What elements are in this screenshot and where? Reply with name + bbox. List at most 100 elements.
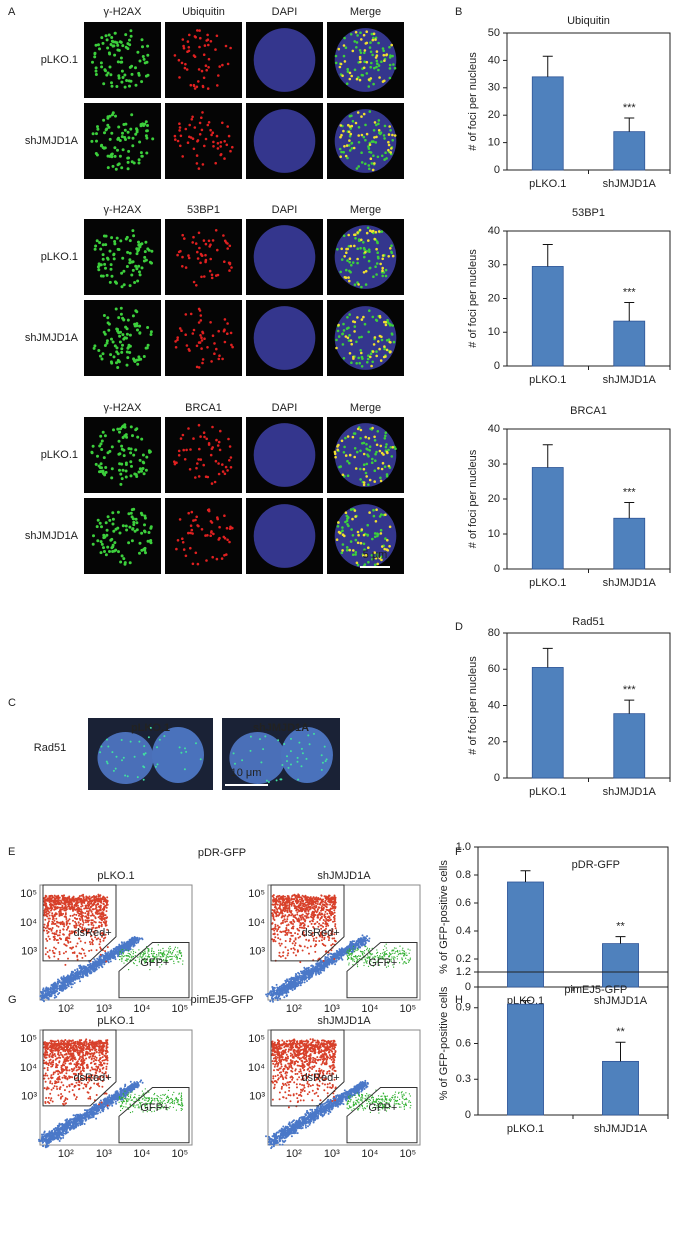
- gate: [118, 942, 190, 999]
- green-events: [118, 944, 184, 971]
- flow-x-tick: 10⁴: [133, 1148, 150, 1160]
- row-label: Rad51: [34, 742, 66, 754]
- scale-bar-label: 10 μm: [231, 767, 262, 779]
- row-label: shJMJD1A: [25, 135, 79, 147]
- row-label: pLKO.1: [41, 54, 78, 66]
- significance: **: [616, 921, 625, 933]
- panel-letter: B: [455, 6, 462, 18]
- gate-label: dsRed+: [73, 1072, 111, 1084]
- red-events: [43, 893, 109, 966]
- nucleus: [334, 504, 397, 568]
- plot-frame: [506, 230, 671, 367]
- y-axis-label: # of foci per nucleus: [467, 249, 479, 348]
- micrograph: [165, 219, 242, 295]
- x-tick-label: pLKO.1: [529, 374, 566, 386]
- bar: [531, 467, 564, 570]
- red-events: [271, 893, 337, 964]
- flow-y-tick: 10³: [21, 1091, 37, 1103]
- gate-label: dsRed+: [301, 927, 339, 939]
- bar: [507, 1003, 544, 1116]
- nucleus: [229, 732, 286, 784]
- y-tick-label: 0.6: [456, 1037, 471, 1049]
- significance: ***: [623, 486, 637, 498]
- y-tick-label: 80: [488, 627, 500, 639]
- nucleus: [334, 28, 397, 92]
- error-bar: [624, 302, 635, 322]
- y-tick-label: 0.2: [456, 953, 471, 965]
- chart-title: Ubiquitin: [567, 15, 610, 27]
- foci: [173, 29, 232, 90]
- foci: [337, 30, 393, 83]
- flow-x-tick: 10³: [96, 1003, 112, 1015]
- micrograph: [84, 417, 161, 493]
- foci: [339, 111, 397, 172]
- bar: [531, 76, 564, 171]
- image-label: pLKO.1: [131, 722, 170, 734]
- y-tick-label: 50: [488, 27, 500, 39]
- nucleus: [253, 109, 316, 173]
- flow-x-tick: 10⁵: [399, 1003, 416, 1015]
- flow-y-tick: 10⁴: [248, 1062, 265, 1074]
- sample-label: pLKO.1: [97, 870, 134, 882]
- panel-letter: E: [8, 846, 15, 858]
- y-tick-label: 10: [488, 326, 500, 338]
- x-tick-label: shJMJD1A: [603, 786, 657, 798]
- gate-label: dsRed+: [73, 927, 111, 939]
- flow-x-tick: 10²: [58, 1003, 74, 1015]
- row-label: shJMJD1A: [25, 332, 79, 344]
- foci: [176, 229, 233, 287]
- green-events: [118, 1088, 184, 1114]
- y-tick-label: 0.3: [456, 1073, 471, 1085]
- foci: [232, 732, 328, 783]
- foci: [173, 111, 234, 170]
- flow-y-tick: 10⁴: [248, 917, 265, 929]
- y-tick-label: 60: [488, 663, 500, 675]
- micrograph: [84, 22, 161, 98]
- flow-y-tick: 10³: [21, 946, 37, 958]
- flow-x-tick: 10⁵: [171, 1148, 188, 1160]
- column-header: BRCA1: [185, 402, 222, 414]
- foci: [99, 726, 202, 781]
- error-bar: [615, 1041, 626, 1062]
- flow-x-tick: 10⁴: [133, 1003, 150, 1015]
- column-header: Merge: [350, 6, 381, 18]
- sample-label: shJMJD1A: [317, 870, 371, 882]
- y-axis-label: % of GFP-positive cells: [438, 986, 450, 1100]
- micrograph: [84, 498, 161, 574]
- flow-x-tick: 10⁴: [361, 1148, 378, 1160]
- flow-y-tick: 10⁵: [248, 1033, 265, 1045]
- gate-label: dsRed+: [301, 1072, 339, 1084]
- foci: [174, 307, 234, 369]
- bar: [602, 1060, 639, 1116]
- panel-letter: G: [8, 994, 17, 1006]
- x-tick-label: shJMJD1A: [594, 995, 648, 1007]
- error-bar: [520, 870, 531, 882]
- sample-label: shJMJD1A: [317, 1015, 371, 1027]
- column-header: Merge: [350, 204, 381, 216]
- column-header: DAPI: [272, 204, 298, 216]
- foci: [173, 423, 233, 485]
- flow-title: pDR-GFP: [198, 847, 246, 859]
- y-tick-label: 0: [494, 360, 500, 372]
- image-label: shJMJD1A: [253, 722, 309, 734]
- flow-x-tick: 10³: [96, 1148, 112, 1160]
- x-tick-label: pLKO.1: [529, 178, 566, 190]
- y-axis-label: # of foci per nucleus: [467, 449, 479, 548]
- foci: [340, 228, 395, 286]
- nucleus: [152, 727, 204, 783]
- chart-title: BRCA1: [570, 405, 607, 417]
- blue-events: [39, 936, 144, 1003]
- y-tick-label: 0: [465, 1109, 471, 1121]
- nucleus: [253, 225, 316, 289]
- row-label: pLKO.1: [41, 449, 78, 461]
- flow-x-tick: 10²: [286, 1003, 302, 1015]
- nucleus: [253, 28, 316, 92]
- y-axis-label: % of GFP-positive cells: [438, 860, 450, 974]
- flow-x-tick: 10³: [324, 1003, 340, 1015]
- flow-y-tick: 10⁵: [248, 888, 265, 900]
- y-tick-label: 30: [488, 259, 500, 271]
- y-tick-label: 0.9: [456, 1002, 471, 1014]
- flow-x-tick: 10²: [286, 1148, 302, 1160]
- flow-x-tick: 10²: [58, 1148, 74, 1160]
- chart-title: 53BP1: [572, 207, 605, 219]
